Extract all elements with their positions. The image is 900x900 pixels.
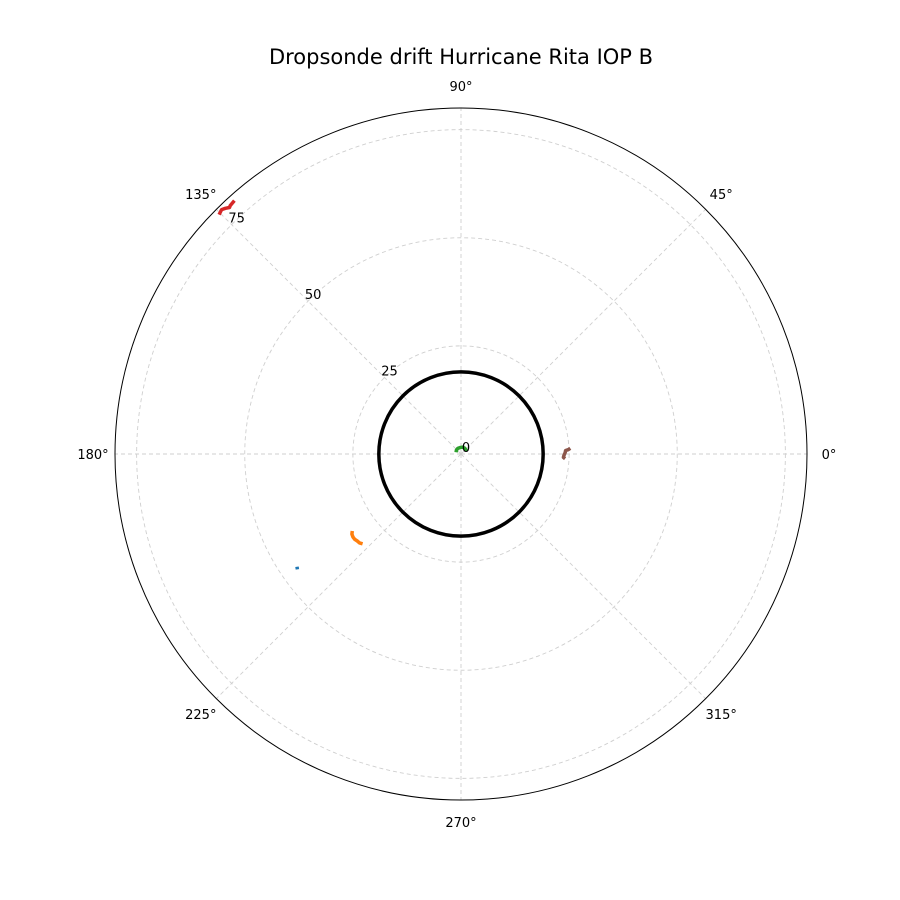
r-tick-label: 0 (462, 441, 470, 456)
theta-gridline (460, 453, 706, 699)
theta-tick-label: 270° (445, 816, 476, 831)
r-tick-label: 50 (305, 288, 322, 303)
theta-gridline (216, 453, 462, 699)
label-layer: 0° 45° 90° 135° 180° 225° 270° 315° 0 25 50 75 (77, 80, 836, 831)
reference-circle (377, 370, 545, 538)
theta-tick-label: 180° (77, 448, 108, 463)
drift-track (454, 445, 468, 453)
r-gridline (136, 129, 786, 779)
theta-gridline (460, 209, 706, 455)
theta-tick-label: 315° (706, 708, 737, 723)
drift-track (350, 530, 364, 546)
r-gridline (352, 345, 570, 563)
series-layer (217, 199, 572, 570)
theta-tick-label: 0° (822, 448, 837, 463)
r-tick-label: 75 (228, 212, 245, 227)
grid-layer (114, 107, 808, 801)
drift-track (217, 199, 236, 216)
theta-gridline (216, 209, 462, 455)
theta-tick-label: 135° (185, 188, 216, 203)
theta-tick-label: 45° (710, 188, 733, 203)
r-gridline (244, 237, 678, 671)
drift-track (561, 446, 572, 461)
reference-layer (377, 370, 545, 538)
chart-title: Dropsonde drift Hurricane Rita IOP B (269, 45, 653, 69)
theta-tick-label: 225° (185, 708, 216, 723)
theta-tick-label: 90° (449, 80, 472, 95)
polar-frame (114, 107, 808, 801)
r-tick-label: 25 (381, 365, 398, 380)
